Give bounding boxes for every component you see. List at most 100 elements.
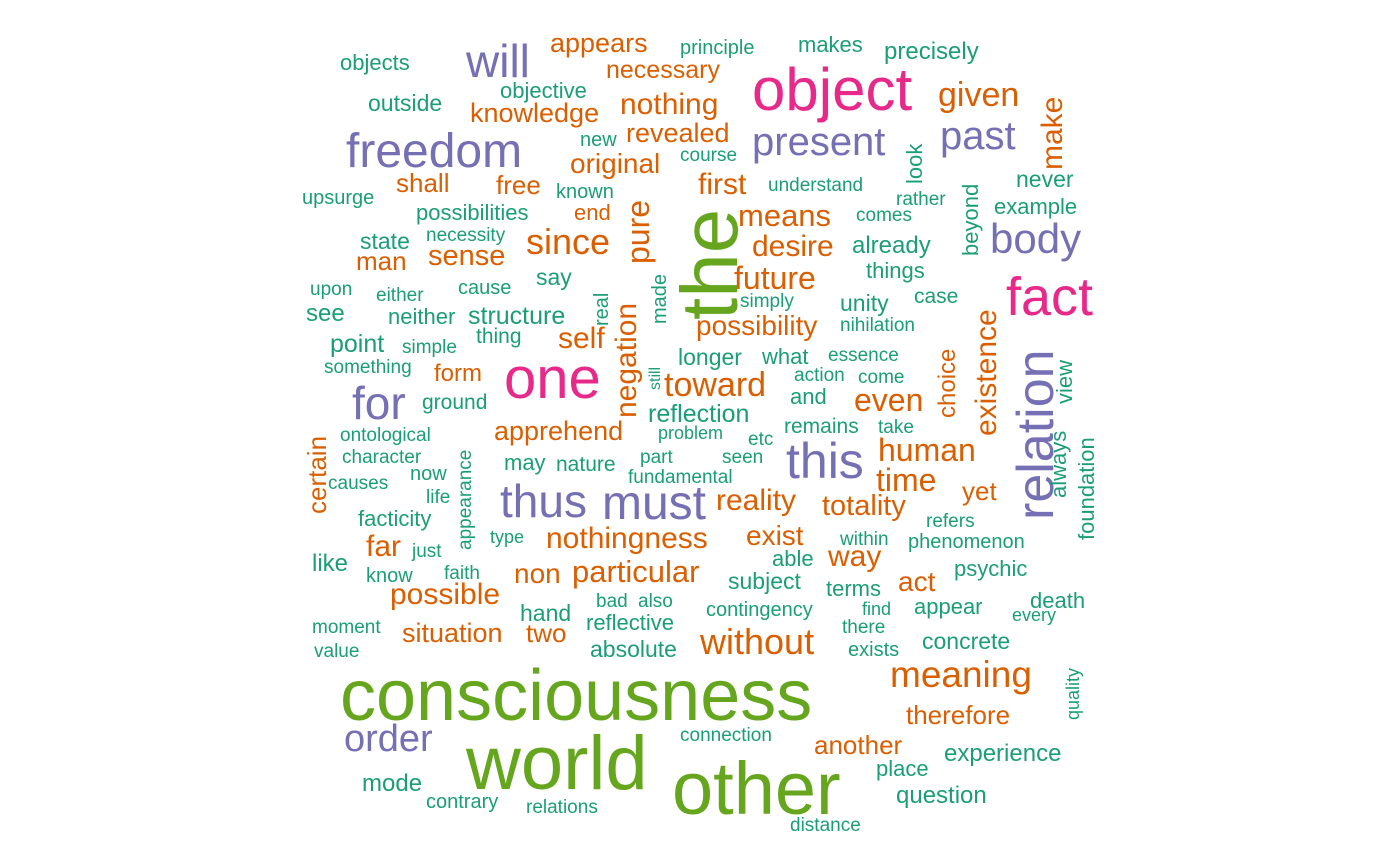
word-rather: rather (896, 189, 946, 210)
word-phenomenon: phenomenon (908, 531, 1025, 553)
word-present: present (752, 120, 886, 164)
word-ground: ground (422, 391, 488, 414)
word-another: another (814, 730, 903, 760)
word-reflection: reflection (648, 400, 750, 428)
word-since: since (526, 221, 611, 262)
word-man: man (356, 246, 407, 276)
word-appears: appears (550, 28, 648, 58)
word-simple: simple (402, 337, 457, 358)
word-always: always (1046, 430, 1071, 498)
word-essence: essence (828, 345, 899, 366)
word-makes: makes (798, 32, 863, 57)
word-within: within (840, 529, 889, 550)
word-pure: pure (620, 199, 656, 264)
word-structure: structure (468, 302, 566, 330)
word-life: life (426, 487, 451, 508)
word-future: future (734, 260, 816, 296)
word-view: view (1052, 359, 1077, 404)
word-this: this (786, 433, 864, 489)
word-therefore: therefore (906, 700, 1011, 730)
word-sense: sense (428, 240, 506, 272)
word-must: must (602, 477, 707, 530)
word-never: never (1016, 166, 1074, 192)
word-ontological: ontological (340, 425, 431, 446)
word-come: come (858, 367, 905, 388)
word-principle: principle (680, 37, 755, 59)
word-form: form (434, 360, 482, 387)
word-given: given (938, 76, 1020, 114)
word-desire: desire (752, 230, 834, 263)
word-faith: faith (444, 563, 480, 584)
word-type: type (490, 527, 525, 547)
word-thus: thus (500, 475, 587, 527)
word-make: make (1036, 96, 1069, 170)
word-problem: problem (658, 423, 724, 443)
word-seen: seen (722, 447, 764, 468)
word-course: course (680, 145, 738, 166)
word-knowledge: knowledge (470, 98, 600, 128)
word-situation: situation (402, 618, 503, 648)
word-experience: experience (944, 740, 1062, 767)
word-question: question (896, 782, 987, 809)
word-concrete: concrete (922, 628, 1011, 654)
word-exist: exist (746, 520, 804, 551)
word-already: already (852, 232, 931, 259)
word-precisely: precisely (884, 38, 979, 65)
word-part: part (640, 447, 673, 468)
word-revealed: revealed (626, 118, 730, 148)
word-made: made (649, 273, 671, 324)
word-psychic: psychic (954, 556, 1028, 581)
word-case: case (914, 285, 959, 308)
word-subject: subject (728, 568, 801, 594)
word-hand: hand (520, 600, 572, 626)
word-objects: objects (340, 50, 410, 75)
word-new: new (580, 129, 617, 151)
word-certain: certain (302, 435, 332, 514)
word-understand: understand (768, 175, 864, 196)
word-other: other (672, 747, 841, 830)
word-longer: longer (678, 344, 742, 370)
word-action: action (794, 365, 845, 386)
word-far: far (366, 530, 402, 563)
word-nature: nature (556, 453, 616, 476)
word-nothingness: nothingness (546, 522, 708, 555)
word-refers: refers (926, 511, 975, 532)
word-point: point (330, 330, 385, 358)
word-possibilities: possibilities (416, 200, 529, 225)
word-for: for (352, 377, 406, 429)
word-see: see (306, 300, 345, 327)
word-outside: outside (368, 90, 443, 116)
word-objective: objective (500, 78, 587, 103)
word-every: every (1012, 605, 1057, 625)
word-character: character (342, 447, 422, 468)
word-order: order (344, 718, 433, 760)
word-totality: totality (822, 490, 906, 522)
word-connection: connection (680, 725, 772, 746)
word-nothing: nothing (620, 88, 719, 121)
word-two: two (526, 618, 567, 648)
word-necessary: necessary (606, 56, 720, 84)
word-particular: particular (572, 554, 700, 589)
word-apprehend: apprehend (494, 416, 624, 446)
word-negation: negation (610, 302, 643, 418)
word-just: just (412, 541, 442, 562)
word-fact: fact (1006, 267, 1094, 327)
word-human: human (878, 432, 976, 468)
word-may: may (504, 450, 546, 475)
word-foundation: foundation (1074, 437, 1099, 540)
word-means: means (738, 198, 832, 233)
word-quality: quality (1063, 667, 1083, 720)
word-moment: moment (312, 617, 381, 638)
word-find: find (862, 599, 892, 619)
word-say: say (536, 264, 572, 290)
word-facticity: facticity (358, 506, 432, 531)
word-body: body (990, 215, 1082, 262)
word-comes: comes (856, 205, 912, 226)
word-like: like (312, 550, 349, 577)
word-necessity: necessity (426, 225, 506, 246)
word-upsurge: upsurge (302, 187, 375, 209)
word-reality: reality (716, 484, 797, 517)
word-end: end (574, 200, 611, 225)
word-known: known (556, 181, 614, 203)
